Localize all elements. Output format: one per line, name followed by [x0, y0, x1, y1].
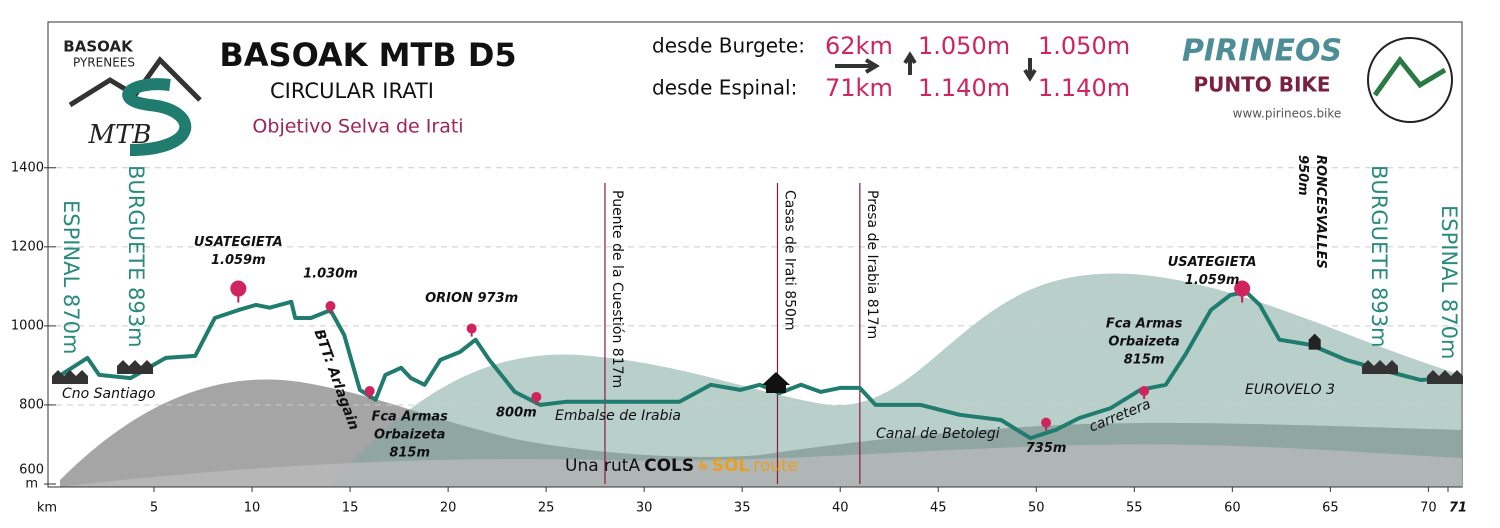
village-icon: [1427, 370, 1463, 384]
village-icon: [52, 370, 88, 384]
annotation: 950m: [1295, 155, 1310, 196]
credit: Una rutA COLS & SOL route: [565, 456, 798, 476]
logo-trail: [122, 78, 192, 156]
route-line: [54, 289, 1449, 441]
logo-brand: PIRINEOS: [1182, 34, 1342, 69]
x-tick-label: 5: [150, 501, 158, 516]
logo-region: PYRENEES: [73, 56, 135, 70]
credit-part: COLS: [644, 456, 694, 476]
x-tick-label: 65: [1322, 501, 1339, 516]
peak-marker: [1312, 343, 1317, 348]
x-tick-label: 45: [930, 501, 947, 516]
annotation: ORION 973m: [425, 291, 518, 306]
mountain: [60, 444, 1462, 487]
village-icon: [117, 360, 153, 374]
peak-marker: [1234, 280, 1251, 297]
logo-sub: PUNTO BIKE: [1193, 73, 1330, 97]
annotation: USATEGIETA: [194, 235, 283, 250]
annotation: USATEGIETA: [1168, 255, 1257, 270]
end-label: BURGUETE 893m: [124, 165, 148, 348]
x-tick-label: 60: [1224, 501, 1241, 516]
x-tick-label: 55: [1126, 501, 1143, 516]
arrow-icon: [835, 58, 880, 74]
stat-label: desde Burgete:: [652, 34, 805, 58]
credit-part: SOL: [712, 456, 750, 476]
mountain: [330, 273, 1462, 487]
logo-badge: [1367, 37, 1453, 123]
stat-label: desde Espinal:: [652, 76, 797, 100]
place-label: Presa de Irabia 817m: [864, 190, 880, 339]
village-icon: [1362, 360, 1398, 374]
stat-up: 1.140m: [918, 74, 1010, 102]
x-tick-label: 40: [832, 501, 849, 516]
arrow-icon: [1023, 58, 1037, 82]
tagline: Objetivo Selva de Irati: [252, 116, 463, 138]
x-tick-label: 50: [1028, 501, 1045, 516]
stat-down: 1.140m: [1038, 74, 1130, 102]
x-tick-label: 15: [342, 501, 359, 516]
place-label: Puente de la Cuestión 817m: [609, 190, 625, 388]
x-tick-label: 10: [244, 501, 261, 516]
credit-part: &: [698, 459, 708, 472]
chart-title: BASOAK MTB D5: [219, 36, 516, 74]
peak-marker: [466, 323, 477, 334]
logo-url: www.pirineos.bike: [1233, 107, 1342, 121]
peak-marker: [1041, 417, 1052, 428]
credit-part: Una rutA: [565, 456, 640, 476]
stat-distance: 62km: [825, 32, 893, 60]
x-tick-label: 20: [440, 501, 457, 516]
logo-badge-art: [1372, 55, 1447, 97]
y-tick-label: 1400: [11, 160, 44, 175]
stat-down: 1.050m: [1038, 32, 1130, 60]
annotation: 800m: [496, 405, 537, 420]
annotation: 1.030m: [303, 267, 358, 282]
note: Canal de Betolegi: [876, 426, 1000, 442]
house-icon: [762, 372, 790, 393]
x-tick-label: 71: [1449, 501, 1467, 516]
annotation: Orbaizeta: [374, 428, 445, 443]
peak-marker: [531, 391, 542, 402]
y-tick-label: 1000: [11, 318, 44, 333]
x-tick-label: 35: [734, 501, 751, 516]
annotation: Orbaizeta: [1108, 335, 1179, 350]
annotation: Fca Armas: [1106, 317, 1183, 332]
end-label: ESPINAL 870m: [1437, 205, 1461, 359]
stat-distance: 71km: [825, 74, 893, 102]
note: EUROVELO 3: [1245, 382, 1335, 398]
y-tick-label: 600: [19, 463, 44, 478]
y-axis-label: m: [25, 477, 38, 492]
note: Embalse de Irabia: [555, 408, 681, 424]
stat-up: 1.050m: [918, 32, 1010, 60]
annotation: RONCESVALLES: [1313, 155, 1328, 269]
annotation: Fca Armas: [371, 410, 448, 425]
x-tick-label: 25: [538, 501, 555, 516]
place-label: Casas de Irati 850m: [781, 190, 797, 331]
y-tick-label: 800: [19, 397, 44, 412]
annotation: 1.059m: [1185, 273, 1240, 288]
peak-marker: [1139, 386, 1150, 397]
annotation: 815m: [389, 446, 430, 461]
peak-marker: [230, 280, 247, 297]
peak-marker: [325, 301, 336, 312]
logo-sport: MTB: [87, 120, 151, 150]
peak-marker: [364, 386, 375, 397]
x-tick-label: 30: [636, 501, 653, 516]
subtitle: CIRCULAR IRATI: [270, 79, 434, 103]
arrow-icon: [903, 51, 917, 75]
logo-brand: BASOAK: [63, 38, 134, 56]
credit-part: route: [753, 456, 798, 476]
church-icon: [1308, 333, 1321, 350]
note: Cno Santiago: [62, 386, 155, 402]
annotation: 735m: [1026, 441, 1067, 456]
x-axis-label: km: [37, 501, 57, 516]
x-tick-label: 70: [1420, 501, 1437, 516]
annotation: 1.059m: [211, 253, 266, 268]
annotation: 815m: [1124, 353, 1165, 368]
end-label: BURGUETE 893m: [1367, 165, 1391, 348]
end-label: ESPINAL 870m: [59, 200, 83, 354]
y-tick-label: 1200: [11, 239, 44, 254]
